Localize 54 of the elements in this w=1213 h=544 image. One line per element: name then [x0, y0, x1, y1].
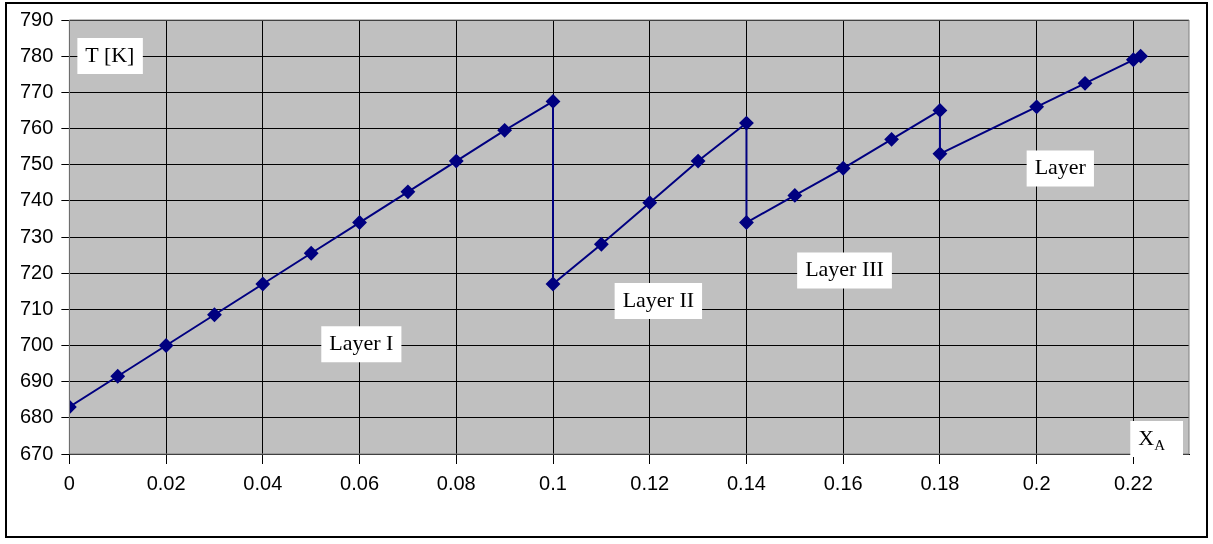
point: [594, 237, 609, 252]
y-tick-label: 740: [19, 188, 54, 211]
x-tick-label: 0.06: [340, 471, 380, 494]
x-tick-label: 0.18: [920, 471, 960, 494]
point: [739, 116, 754, 131]
y-tick-label: 780: [19, 43, 54, 66]
point: [739, 215, 754, 230]
x-tick-label: 0.14: [727, 471, 766, 494]
y-tick-label: 730: [19, 224, 54, 247]
point: [110, 369, 125, 384]
y-tick-label: 680: [19, 405, 54, 428]
y-tick-label: 710: [19, 296, 54, 319]
point: [642, 195, 657, 210]
point: [932, 103, 947, 118]
annotation: Layer III: [805, 256, 884, 282]
y-tick-label: 770: [19, 79, 54, 102]
annotation: Layer: [1034, 154, 1087, 180]
point: [400, 184, 415, 199]
x-tick-label: 0: [63, 471, 75, 494]
point: [691, 154, 706, 169]
point: [884, 132, 899, 147]
annotation: Layer I: [329, 330, 394, 356]
annotation: Layer II: [622, 286, 695, 312]
point: [352, 215, 367, 230]
y-tick-label: 750: [19, 152, 54, 175]
y-axis-title: T [K]: [85, 41, 135, 67]
point: [546, 94, 561, 109]
point: [255, 277, 270, 292]
x-tick-label: 0.22: [1113, 471, 1153, 494]
y-tick-label: 700: [19, 333, 54, 356]
point: [449, 154, 464, 169]
point: [497, 123, 512, 138]
point: [1029, 99, 1044, 114]
x-tick-label: 0.1: [539, 471, 567, 494]
x-tick-label: 0.16: [823, 471, 863, 494]
point: [546, 277, 561, 292]
point: [932, 146, 947, 161]
x-tick-label: 0.2: [1022, 471, 1051, 494]
x-tick-label: 0.02: [146, 471, 186, 494]
y-tick-label: 720: [19, 260, 54, 283]
x-tick-label: 0.04: [243, 471, 283, 494]
y-tick-label: 670: [19, 441, 54, 464]
point: [304, 246, 319, 261]
point: [159, 338, 174, 353]
point: [207, 307, 222, 322]
point: [787, 188, 802, 203]
y-tick-label: 690: [19, 369, 54, 392]
x-tick-label: 0.08: [436, 471, 476, 494]
y-tick-label: 760: [19, 116, 54, 139]
x-tick-label: 0.12: [630, 471, 670, 494]
point: [836, 161, 851, 176]
point: [1133, 49, 1148, 64]
point: [1078, 76, 1093, 91]
y-tick-label: 790: [19, 7, 54, 30]
